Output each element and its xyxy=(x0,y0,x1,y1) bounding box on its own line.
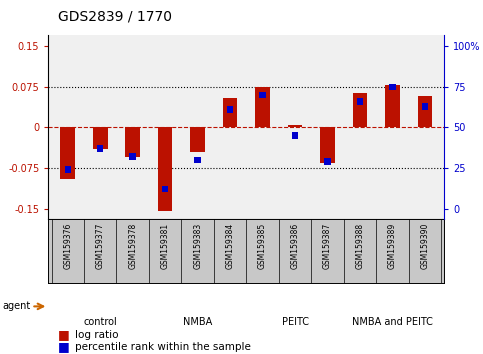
Bar xyxy=(60,127,75,179)
Bar xyxy=(324,158,331,165)
Bar xyxy=(194,157,201,163)
Bar xyxy=(223,98,238,127)
Text: GSM159386: GSM159386 xyxy=(291,223,299,269)
Text: GSM159376: GSM159376 xyxy=(63,223,72,269)
Bar xyxy=(288,125,302,127)
Text: percentile rank within the sample: percentile rank within the sample xyxy=(75,342,251,352)
Bar xyxy=(357,98,363,105)
Bar xyxy=(93,127,108,149)
Text: PEITC: PEITC xyxy=(282,317,309,327)
Text: GSM159388: GSM159388 xyxy=(355,223,365,269)
Bar xyxy=(65,166,71,173)
Bar xyxy=(418,96,432,127)
Bar xyxy=(158,127,172,211)
Text: agent: agent xyxy=(2,301,30,311)
Bar xyxy=(227,106,233,113)
Text: GSM159378: GSM159378 xyxy=(128,223,137,269)
Text: GSM159389: GSM159389 xyxy=(388,223,397,269)
Text: GDS2839 / 1770: GDS2839 / 1770 xyxy=(58,9,172,23)
Bar xyxy=(255,87,270,127)
Bar xyxy=(422,103,428,110)
Text: control: control xyxy=(84,317,117,327)
Text: GSM159377: GSM159377 xyxy=(96,223,105,269)
Text: ■: ■ xyxy=(58,328,70,341)
Bar xyxy=(129,153,136,160)
Text: GSM159384: GSM159384 xyxy=(226,223,235,269)
Text: GSM159390: GSM159390 xyxy=(420,223,429,269)
Bar xyxy=(126,127,140,157)
Text: ■: ■ xyxy=(58,341,70,353)
Text: NMBA: NMBA xyxy=(183,317,212,327)
Bar xyxy=(353,93,367,127)
Bar xyxy=(389,84,396,90)
Bar xyxy=(292,132,298,139)
Bar xyxy=(385,85,400,127)
Text: log ratio: log ratio xyxy=(75,330,118,339)
Bar xyxy=(259,92,266,98)
Text: GSM159387: GSM159387 xyxy=(323,223,332,269)
Text: GSM159383: GSM159383 xyxy=(193,223,202,269)
Bar xyxy=(97,145,103,152)
Bar xyxy=(162,186,169,193)
Text: GSM159381: GSM159381 xyxy=(161,223,170,269)
Text: GSM159385: GSM159385 xyxy=(258,223,267,269)
Bar xyxy=(190,127,205,152)
Bar xyxy=(320,127,335,162)
Text: NMBA and PEITC: NMBA and PEITC xyxy=(352,317,433,327)
